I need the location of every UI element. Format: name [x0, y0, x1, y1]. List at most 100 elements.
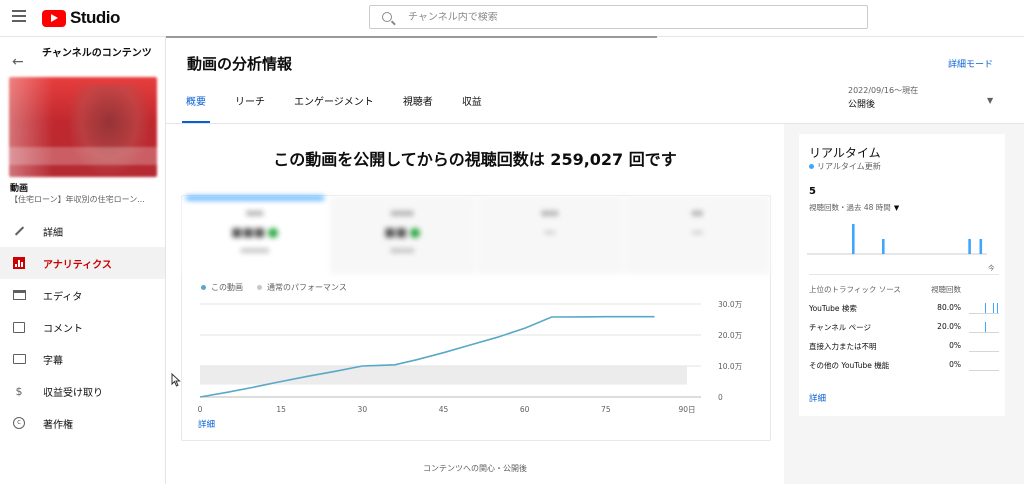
realtime-caption[interactable]: 視聴回数・過去 48 時間 ▼: [809, 202, 899, 213]
sidebar-item-editor[interactable]: エディタ: [0, 279, 165, 311]
page-title: 動画の分析情報: [187, 55, 293, 73]
metric-tab[interactable]: ■■■■ ■■ ■■■■■: [329, 196, 475, 274]
views-line-chart: 0 10.0万 20.0万 30.0万 0 15 30 45 60 75 90日: [198, 300, 743, 414]
views-headline: この動画を公開してからの視聴回数は 259,027 回です: [273, 150, 677, 169]
x-tick-label: 90日: [678, 405, 695, 414]
traffic-column-label: 視聴回数: [931, 285, 961, 294]
hamburger-menu-icon[interactable]: [12, 10, 26, 22]
video-label: 動画: [10, 184, 29, 194]
sidebar-title: チャンネルのコンテンツ: [42, 48, 152, 59]
metric-tab[interactable]: ■■■ ■■■ ■■■■■■: [182, 196, 328, 274]
main-content: 動画の分析情報 詳細モード 概要 リーチ エンゲージメント 視聴者 収益 202…: [166, 37, 1024, 484]
comment-icon: [12, 320, 26, 334]
traffic-source-percent: 0%: [949, 360, 961, 369]
tab-reach[interactable]: リーチ: [235, 97, 265, 108]
sparkline-bar: [985, 322, 986, 332]
realtime-card: リアルタイム リアルタイム更新 5 視聴回数・過去 48 時間 ▼ 今 上位のトラ…: [799, 134, 1005, 416]
realtime-bar[interactable]: [882, 239, 885, 254]
chart-detail-link[interactable]: 詳細: [198, 420, 216, 430]
tab-overview[interactable]: 概要: [182, 93, 210, 123]
sidebar-item-label: 詳細: [43, 227, 63, 239]
youtube-studio-logo[interactable]: Studio: [42, 8, 120, 28]
realtime-count: 5: [809, 186, 816, 197]
realtime-caption-text: 視聴回数・過去 48 時間: [809, 203, 891, 212]
x-tick-label: 75: [601, 405, 611, 414]
search-input[interactable]: [408, 11, 828, 23]
back-arrow-icon[interactable]: ←: [12, 54, 24, 70]
sidebar-item-label: 字幕: [43, 355, 63, 367]
y-tick-label: 0: [718, 393, 723, 402]
analytics-tabs: 概要 リーチ エンゲージメント 視聴者 収益: [182, 93, 511, 123]
loading-progress-bar: [166, 36, 657, 38]
date-range-text[interactable]: 2022/09/16～現在: [848, 86, 919, 95]
caret-down-icon[interactable]: ▼: [987, 96, 994, 105]
traffic-source-percent: 80.0%: [937, 303, 961, 312]
legend-label: この動画: [211, 283, 243, 292]
realtime-detail-link[interactable]: 詳細: [809, 394, 827, 404]
traffic-source-name: その他の YouTube 機能: [809, 361, 890, 370]
traffic-source-row[interactable]: 直接入力または不明 0%: [809, 338, 999, 354]
realtime-divider: [809, 274, 999, 275]
caret-down-icon[interactable]: ▼: [893, 204, 900, 212]
metric-tab[interactable]: ■■ —: [624, 196, 770, 274]
footer-note: コンテンツへの関心・公開後: [423, 464, 527, 473]
legend-item-typical: 通常のパフォーマンス: [257, 282, 347, 293]
realtime-bar[interactable]: [968, 239, 971, 254]
typical-performance-band: [200, 366, 687, 385]
sidebar-item-label: コメント: [43, 323, 83, 335]
realtime-now-label: 今: [988, 264, 995, 272]
x-tick-label: 60: [520, 405, 530, 414]
sidebar-nav: 詳細 アナリティクス エディタ コメント 字幕 $ 収益受け取り: [0, 215, 165, 439]
traffic-source-sparkline: [969, 358, 999, 371]
realtime-status-text: リアルタイム更新: [817, 162, 881, 171]
advanced-mode-link[interactable]: 詳細モード: [948, 60, 994, 70]
sidebar-item-details[interactable]: 詳細: [0, 215, 165, 247]
views-chart-card: ■■■ ■■■ ■■■■■■ ■■■■ ■■ ■■■■■ ■■■ — ■■ — この動画 通…: [181, 195, 771, 441]
traffic-source-row[interactable]: YouTube 検索 80.0%: [809, 300, 999, 316]
dollar-icon: $: [15, 384, 23, 398]
chart-legend: この動画 通常のパフォーマンス: [201, 282, 361, 293]
sparkline-bar: [985, 303, 986, 313]
video-thumbnail[interactable]: [9, 77, 157, 177]
series-line-this-video: [199, 315, 655, 398]
sidebar-item-label: 収益受け取り: [43, 387, 103, 399]
sidebar: ← チャンネルのコンテンツ 動画 【住宅ローン】年収別の住宅ローン... 詳細 …: [0, 37, 166, 484]
legend-item-this-video: この動画: [201, 282, 243, 293]
tabs-divider: [166, 123, 1024, 124]
traffic-source-percent: 0%: [949, 341, 961, 350]
sidebar-item-copyright[interactable]: c 著作権: [0, 407, 165, 439]
search-icon: [382, 12, 392, 22]
search-box[interactable]: [369, 5, 868, 29]
legend-label: 通常のパフォーマンス: [267, 283, 347, 292]
tab-audience[interactable]: 視聴者: [402, 97, 433, 108]
y-tick-label: 30.0万: [718, 300, 743, 309]
date-range-selector[interactable]: 公開後: [848, 100, 876, 110]
live-dot-icon: [809, 164, 814, 169]
realtime-title: リアルタイム: [809, 146, 881, 160]
copyright-icon: c: [12, 416, 26, 430]
traffic-source-row[interactable]: その他の YouTube 機能 0%: [809, 357, 999, 373]
sidebar-item-analytics[interactable]: アナリティクス: [0, 247, 165, 279]
y-tick-label: 10.0万: [718, 362, 743, 371]
sidebar-item-subtitles[interactable]: 字幕: [0, 343, 165, 375]
traffic-source-row[interactable]: チャンネル ページ 20.0%: [809, 319, 999, 335]
sidebar-item-comments[interactable]: コメント: [0, 311, 165, 343]
realtime-column: リアルタイム リアルタイム更新 5 視聴回数・過去 48 時間 ▼ 今 上位のトラ…: [784, 124, 1024, 484]
sidebar-item-label: エディタ: [43, 291, 83, 303]
tab-engagement[interactable]: エンゲージメント: [294, 97, 374, 108]
y-tick-label: 20.0万: [718, 331, 743, 340]
traffic-source-name: 直接入力または不明: [809, 342, 877, 351]
x-tick-label: 15: [276, 405, 286, 414]
sidebar-item-monetization[interactable]: $ 収益受け取り: [0, 375, 165, 407]
x-tick-label: 45: [439, 405, 449, 414]
logo-text: Studio: [70, 8, 120, 27]
traffic-source-sparkline: [969, 301, 999, 314]
metric-tab[interactable]: ■■■ —: [477, 196, 623, 274]
sidebar-item-label: アナリティクス: [43, 259, 112, 271]
realtime-bar[interactable]: [979, 239, 983, 254]
realtime-status: リアルタイム更新: [809, 161, 881, 172]
overview-panel: この動画を公開してからの視聴回数は 259,027 回です ■■■ ■■■ ■■■■…: [166, 124, 784, 484]
tab-revenue[interactable]: 収益: [461, 97, 482, 108]
realtime-bar[interactable]: [852, 224, 855, 254]
sparkline-bar: [993, 303, 994, 313]
